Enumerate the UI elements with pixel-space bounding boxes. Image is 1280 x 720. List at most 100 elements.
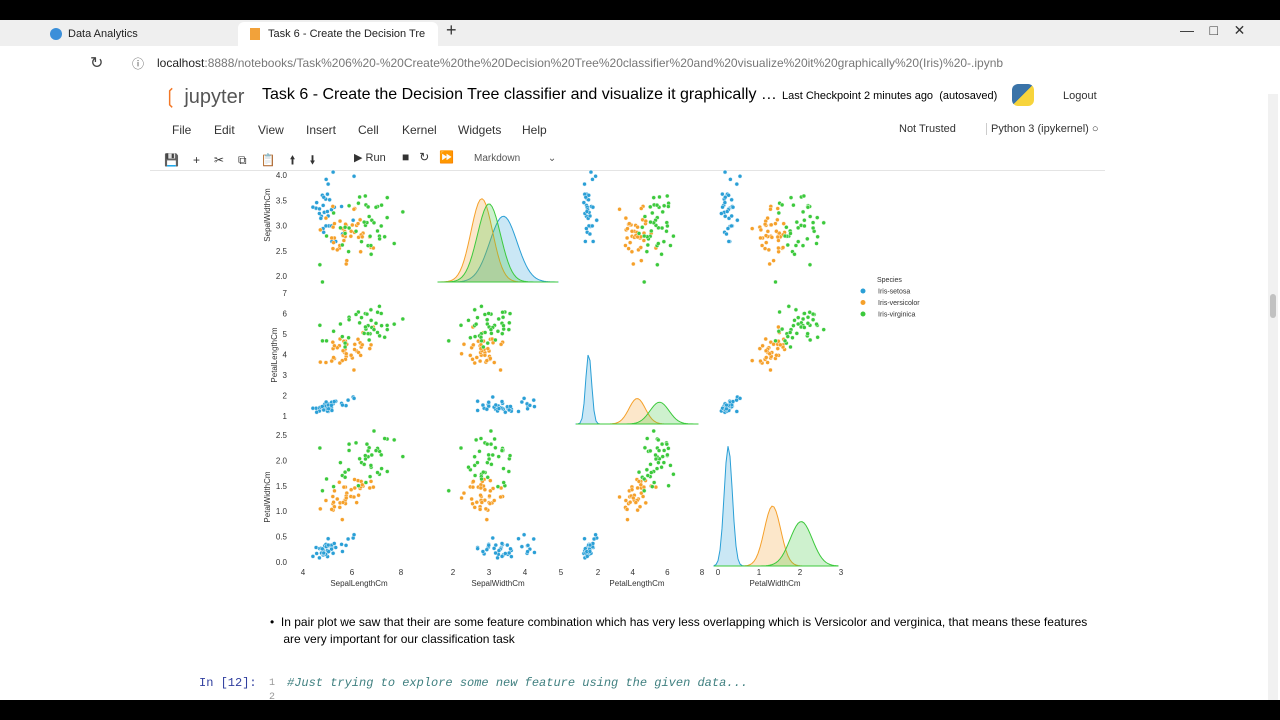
scatter-dot — [459, 495, 464, 501]
cell-type[interactable]: Markdown ⌄ — [474, 153, 557, 164]
scatter-dot — [320, 546, 325, 552]
md-line: are very important for our classificatio… — [283, 632, 515, 646]
scatter-dot — [642, 279, 647, 285]
toolbar-icons[interactable]: 💾+✂⧉📋🠙🠛 — [164, 153, 330, 167]
tab[interactable]: Data Analytics — [40, 22, 236, 46]
scatter-dot — [470, 484, 476, 490]
scatter-dot — [507, 320, 512, 326]
scatter-dot — [760, 343, 765, 348]
scatter-dot — [626, 246, 631, 251]
notebook-title[interactable]: Task 6 - Create the Decision Tree classi… — [262, 86, 777, 103]
scatter-dot — [643, 500, 648, 506]
scatter-dot — [802, 325, 807, 330]
x-tick-label: 2 — [451, 568, 456, 577]
scatter-dot — [492, 498, 497, 503]
scatter-dot — [385, 195, 390, 200]
scatter-dot — [516, 409, 521, 414]
y-tick-label: 3 — [283, 371, 288, 380]
y-tick-label: 1 — [283, 412, 288, 421]
scatter-dot — [784, 225, 789, 230]
scatter-dot — [496, 406, 502, 411]
trusted[interactable]: Not Trusted — [899, 123, 956, 135]
y-tick-label: 1.0 — [276, 507, 288, 516]
y-tick-label: 2 — [283, 392, 288, 401]
scatter-dot — [337, 480, 342, 485]
y-tick-label: 4 — [283, 351, 288, 360]
scatter-dot — [478, 485, 484, 491]
scatter-dot — [633, 500, 639, 505]
scatter-dot — [481, 344, 486, 350]
menu-item[interactable]: Insert — [306, 123, 337, 137]
scatter-dot — [352, 477, 357, 482]
scatter-dot — [400, 209, 406, 215]
toolbar-icons-2[interactable]: ■↻⏩ — [402, 150, 465, 164]
x-tick-label: 5 — [559, 568, 564, 577]
scatter-dot — [485, 475, 490, 480]
menu-item[interactable]: View — [258, 123, 284, 137]
run-button[interactable]: ▶ Run — [354, 152, 386, 164]
scatter-dot — [461, 342, 467, 347]
scatter-dot — [767, 261, 772, 267]
scatter-dot — [310, 406, 316, 411]
x-tick-label: 3 — [839, 568, 844, 577]
scatter-dot — [351, 532, 357, 537]
scatter-dot — [668, 243, 673, 248]
scatter-dot — [810, 220, 816, 225]
tab-active[interactable]: Task 6 - Create the Decision Tre — [238, 22, 438, 46]
kernel[interactable]: Python 3 (ipykernel) ○ — [986, 123, 1099, 135]
scatter-dot — [483, 506, 489, 512]
scatter-dot — [531, 397, 536, 403]
scatter-dot — [782, 233, 788, 239]
scatter-dot — [650, 210, 655, 216]
info-icon[interactable]: ⓘ — [132, 57, 145, 71]
scatter-dot — [495, 555, 500, 561]
new-tab[interactable]: + — [446, 20, 457, 40]
scatter-dot — [368, 307, 374, 312]
scatter-dot — [773, 279, 778, 285]
scatter-dot — [379, 452, 384, 458]
scatter-dot — [635, 485, 640, 491]
scatter-dot — [527, 403, 533, 408]
menu-item[interactable]: File — [172, 123, 192, 137]
menu-item[interactable]: Kernel — [402, 123, 437, 137]
scatter-dot — [325, 536, 331, 541]
scatter-dot — [321, 230, 326, 235]
window-controls[interactable]: — □ ✕ — [1180, 22, 1246, 38]
logout[interactable]: Logout — [1063, 90, 1097, 102]
scatter-dot — [474, 500, 480, 505]
y-tick-label: 6 — [283, 310, 288, 319]
scatter-dot — [486, 400, 491, 405]
y-tick-label: 0.0 — [276, 558, 288, 567]
menu-item[interactable]: Widgets — [458, 123, 502, 137]
scatter-dot — [505, 542, 510, 548]
scatter-dot — [730, 205, 736, 210]
scatter-dot — [478, 436, 484, 441]
scatter-dot — [310, 204, 316, 210]
url[interactable]: localhost:8888/notebooks/Task%206%20-%20… — [157, 56, 1003, 70]
scatter-dot — [665, 223, 670, 229]
scatter-dot — [488, 488, 493, 494]
scrollbar[interactable] — [1268, 94, 1278, 700]
x-tick-label: 3 — [487, 568, 492, 577]
scatter-dot — [367, 346, 372, 351]
menu-item[interactable]: Edit — [214, 123, 235, 137]
scatter-dot — [392, 437, 397, 443]
reload[interactable]: ↻ — [90, 55, 104, 72]
logo[interactable]: ❲ jupyter — [162, 86, 245, 108]
scatter-dot — [474, 355, 480, 360]
scatter-dot — [775, 217, 780, 223]
menu-item[interactable]: Cell — [358, 123, 379, 137]
scatter-dot — [375, 228, 380, 234]
scatter-dot — [726, 193, 731, 198]
scatter-dot — [664, 441, 670, 447]
scatter-dot — [796, 239, 801, 244]
menu-item[interactable]: Help — [522, 123, 547, 137]
scatter-dot — [531, 536, 536, 542]
scatter-dot — [342, 475, 348, 480]
pairplot: 2.0 2.5 3.0 3.5 4.0 1 2 3 4 5 6 7 0.0 0.5 1.0 1.5 2.0 2.5… — [263, 169, 920, 588]
scatter-dot — [371, 428, 377, 434]
scatter-dot — [340, 402, 345, 408]
scatter-dot — [477, 449, 482, 454]
scatter-dot — [330, 339, 336, 345]
